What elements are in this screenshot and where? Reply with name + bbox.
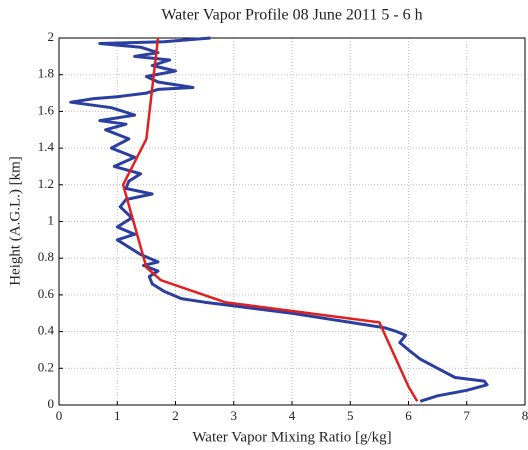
y-tick-label: 1.2 — [38, 176, 54, 191]
x-tick-label: 3 — [231, 408, 238, 423]
x-tick-label: 5 — [347, 408, 354, 423]
x-tick-label: 4 — [289, 408, 296, 423]
x-tick-label: 6 — [405, 408, 412, 423]
x-tick-label: 0 — [56, 408, 63, 423]
y-tick-label: 0 — [48, 396, 55, 411]
y-tick-label: 0.2 — [38, 359, 54, 374]
y-tick-label: 1.8 — [38, 66, 54, 81]
y-tick-label: 0.4 — [38, 323, 55, 338]
y-tick-label: 0.8 — [38, 249, 54, 264]
y-axis-label: Height (A.G.L.) [km] — [7, 156, 23, 286]
x-tick-label: 8 — [522, 408, 528, 423]
x-axis-label: Water Vapor Mixing Ratio [g/kg] — [192, 429, 391, 445]
x-tick-label: 7 — [464, 408, 471, 423]
series-line — [69, 36, 489, 403]
chart-title: Water Vapor Profile 08 June 2011 5 - 6 h — [161, 7, 422, 24]
x-tick-label: 1 — [114, 408, 121, 423]
y-tick-label: 2 — [48, 29, 55, 44]
x-tick-label: 2 — [172, 408, 179, 423]
y-tick-label: 0.6 — [38, 286, 55, 301]
series-line — [121, 37, 419, 402]
plot-frame — [58, 37, 526, 406]
y-tick-label: 1.4 — [38, 139, 55, 154]
y-tick-label: 1.6 — [38, 102, 55, 117]
y-tick-label: 1 — [48, 212, 55, 227]
